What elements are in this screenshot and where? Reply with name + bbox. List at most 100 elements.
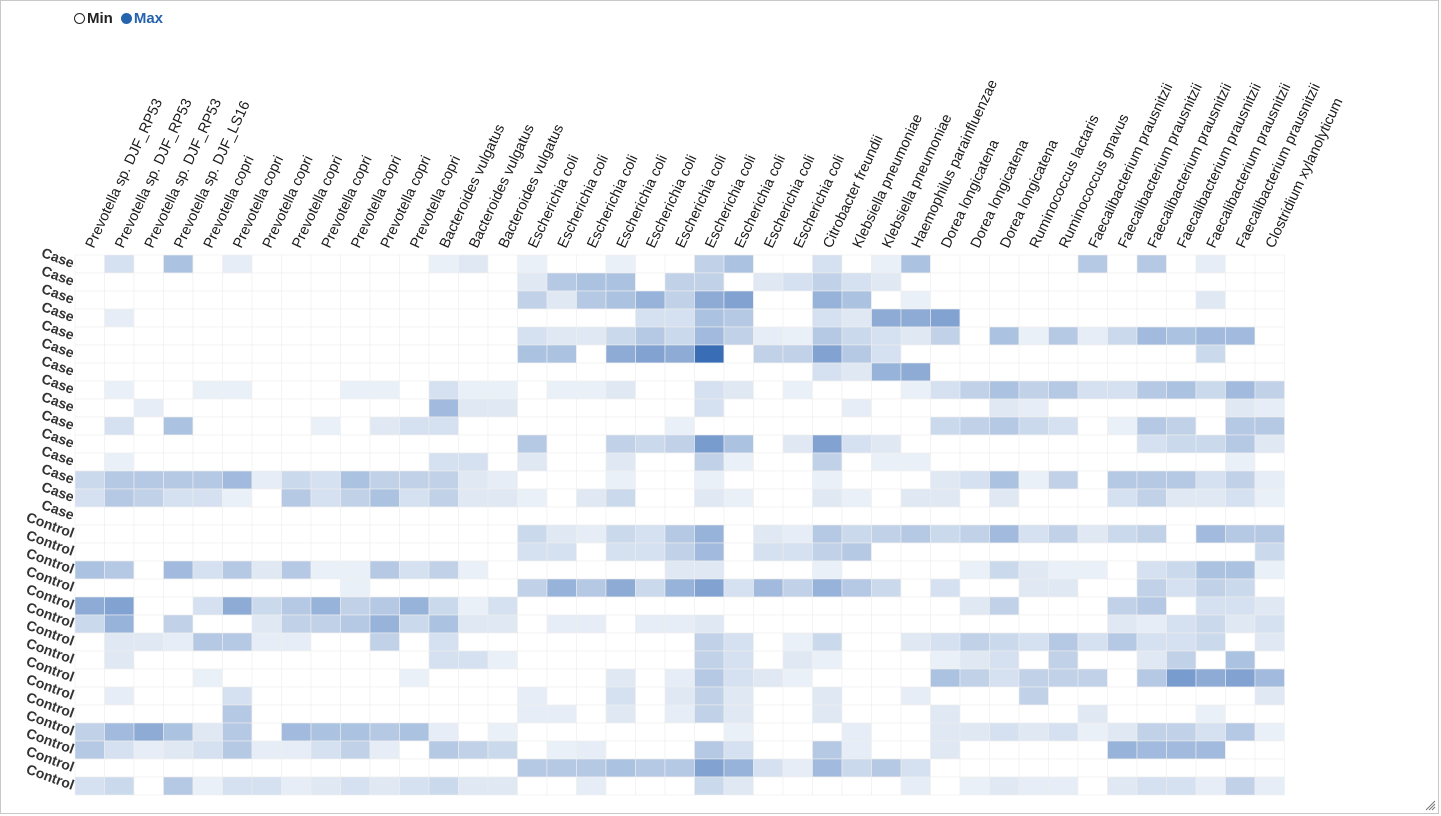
heatmap-cell[interactable]: [74, 524, 105, 544]
heatmap-cell[interactable]: [782, 344, 813, 364]
heatmap-cell[interactable]: [428, 614, 459, 634]
heatmap-cell[interactable]: [74, 740, 105, 760]
heatmap-cell[interactable]: [458, 398, 489, 418]
heatmap-cell[interactable]: [841, 506, 872, 526]
heatmap-cell[interactable]: [782, 254, 813, 274]
heatmap-cell[interactable]: [74, 434, 105, 454]
heatmap-cell[interactable]: [1195, 542, 1226, 562]
heatmap-cell[interactable]: [1018, 596, 1049, 616]
heatmap-cell[interactable]: [517, 434, 548, 454]
heatmap-cell[interactable]: [930, 416, 961, 436]
heatmap-cell[interactable]: [1136, 416, 1167, 436]
heatmap-cell[interactable]: [900, 686, 931, 706]
heatmap-cell[interactable]: [930, 776, 961, 796]
heatmap-cell[interactable]: [222, 668, 253, 688]
heatmap-cell[interactable]: [74, 758, 105, 778]
heatmap-cell[interactable]: [1107, 614, 1138, 634]
heatmap-cell[interactable]: [163, 632, 194, 652]
heatmap-cell[interactable]: [222, 650, 253, 670]
heatmap-cell[interactable]: [1225, 416, 1256, 436]
heatmap-cell[interactable]: [900, 722, 931, 742]
heatmap-cell[interactable]: [1107, 758, 1138, 778]
heatmap-cell[interactable]: [192, 398, 223, 418]
heatmap-cell[interactable]: [1077, 560, 1108, 580]
heatmap-cell[interactable]: [841, 254, 872, 274]
heatmap-cell[interactable]: [281, 668, 312, 688]
heatmap-cell[interactable]: [310, 650, 341, 670]
heatmap-cell[interactable]: [959, 416, 990, 436]
heatmap-cell[interactable]: [1166, 776, 1197, 796]
heatmap-cell[interactable]: [251, 776, 282, 796]
heatmap-cell[interactable]: [812, 650, 843, 670]
heatmap-cell[interactable]: [782, 560, 813, 580]
heatmap-cell[interactable]: [1225, 452, 1256, 472]
heatmap-cell[interactable]: [782, 452, 813, 472]
heatmap-cell[interactable]: [664, 560, 695, 580]
heatmap-cell[interactable]: [517, 452, 548, 472]
heatmap-cell[interactable]: [487, 614, 518, 634]
heatmap-cell[interactable]: [163, 614, 194, 634]
heatmap-cell[interactable]: [605, 740, 636, 760]
heatmap-cell[interactable]: [310, 740, 341, 760]
heatmap-cell[interactable]: [251, 380, 282, 400]
heatmap-cell[interactable]: [133, 506, 164, 526]
heatmap-cell[interactable]: [458, 542, 489, 562]
heatmap-cell[interactable]: [635, 668, 666, 688]
heatmap-cell[interactable]: [1048, 524, 1079, 544]
heatmap-cell[interactable]: [664, 542, 695, 562]
heatmap-cell[interactable]: [546, 362, 577, 382]
heatmap-cell[interactable]: [989, 560, 1020, 580]
heatmap-cell[interactable]: [1195, 488, 1226, 508]
heatmap-cell[interactable]: [959, 380, 990, 400]
heatmap-cell[interactable]: [1077, 578, 1108, 598]
heatmap-cell[interactable]: [222, 542, 253, 562]
heatmap-cell[interactable]: [841, 632, 872, 652]
heatmap-cell[interactable]: [1018, 686, 1049, 706]
heatmap-cell[interactable]: [458, 614, 489, 634]
heatmap-cell[interactable]: [694, 578, 725, 598]
heatmap-cell[interactable]: [281, 650, 312, 670]
heatmap-cell[interactable]: [369, 308, 400, 328]
heatmap-cell[interactable]: [841, 398, 872, 418]
heatmap-cell[interactable]: [841, 776, 872, 796]
heatmap-cell[interactable]: [1166, 416, 1197, 436]
heatmap-cell[interactable]: [1254, 380, 1285, 400]
heatmap-cell[interactable]: [753, 272, 784, 292]
heatmap-cell[interactable]: [1254, 650, 1285, 670]
heatmap-cell[interactable]: [281, 740, 312, 760]
heatmap-cell[interactable]: [546, 704, 577, 724]
heatmap-cell[interactable]: [782, 722, 813, 742]
heatmap-cell[interactable]: [1225, 686, 1256, 706]
heatmap-cell[interactable]: [546, 254, 577, 274]
heatmap-cell[interactable]: [310, 758, 341, 778]
heatmap-cell[interactable]: [399, 362, 430, 382]
heatmap-cell[interactable]: [104, 470, 135, 490]
heatmap-cell[interactable]: [1136, 254, 1167, 274]
heatmap-cell[interactable]: [163, 560, 194, 580]
heatmap-cell[interactable]: [428, 650, 459, 670]
heatmap-cell[interactable]: [222, 758, 253, 778]
heatmap-cell[interactable]: [1166, 578, 1197, 598]
heatmap-cell[interactable]: [399, 650, 430, 670]
heatmap-cell[interactable]: [664, 758, 695, 778]
heatmap-cell[interactable]: [989, 254, 1020, 274]
heatmap-cell[interactable]: [163, 452, 194, 472]
heatmap-cell[interactable]: [959, 758, 990, 778]
heatmap-cell[interactable]: [576, 272, 607, 292]
heatmap-cell[interactable]: [487, 578, 518, 598]
heatmap-cell[interactable]: [841, 560, 872, 580]
heatmap-cell[interactable]: [782, 686, 813, 706]
heatmap-cell[interactable]: [989, 506, 1020, 526]
heatmap-cell[interactable]: [428, 686, 459, 706]
heatmap-cell[interactable]: [399, 668, 430, 688]
heatmap-cell[interactable]: [1136, 542, 1167, 562]
heatmap-cell[interactable]: [782, 524, 813, 544]
heatmap-cell[interactable]: [782, 362, 813, 382]
heatmap-cell[interactable]: [900, 362, 931, 382]
heatmap-cell[interactable]: [871, 596, 902, 616]
heatmap-cell[interactable]: [74, 452, 105, 472]
heatmap-cell[interactable]: [222, 308, 253, 328]
heatmap-cell[interactable]: [782, 740, 813, 760]
heatmap-cell[interactable]: [635, 614, 666, 634]
heatmap-cell[interactable]: [930, 308, 961, 328]
